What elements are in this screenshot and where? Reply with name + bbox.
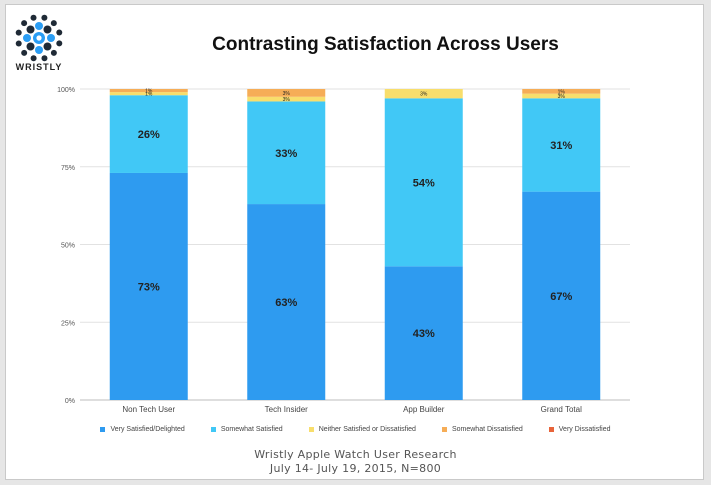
bar-segment bbox=[109, 89, 188, 93]
footer-date-sample: July 14- July 19, 2015, N=800 bbox=[269, 462, 442, 475]
x-tick-label: Tech Insider bbox=[265, 405, 308, 414]
data-label: 1% bbox=[145, 92, 153, 98]
bar-segment bbox=[247, 101, 326, 205]
bar-segment bbox=[522, 191, 601, 400]
bar-segment bbox=[247, 96, 326, 102]
bar-segment bbox=[384, 266, 463, 400]
wristly-logo-icon bbox=[15, 14, 63, 62]
bar-segment bbox=[109, 92, 188, 96]
legend-label: Very Satisfied/Delighted bbox=[110, 426, 185, 433]
bar-segment bbox=[109, 95, 188, 173]
legend-item: Neither Satisfied or Dissatisfied bbox=[308, 426, 416, 433]
x-tick-label: Non Tech User bbox=[122, 405, 175, 414]
y-tick-label: 0% bbox=[65, 398, 75, 405]
data-label: 54% bbox=[413, 177, 435, 189]
x-tick-label: Grand Total bbox=[541, 405, 582, 414]
bar-segment bbox=[109, 172, 188, 400]
chart-legend: Very Satisfied/Delighted Somewhat Satisfi… bbox=[0, 426, 711, 433]
data-label: 26% bbox=[138, 129, 160, 141]
legend-swatch bbox=[308, 427, 314, 432]
data-label: 3% bbox=[283, 91, 291, 97]
data-label: 31% bbox=[550, 140, 572, 152]
y-tick-label: 50% bbox=[61, 243, 75, 250]
legend-item: Very Dissatisfied bbox=[548, 426, 611, 433]
data-label: 1% bbox=[145, 89, 153, 95]
data-label: 73% bbox=[138, 281, 160, 293]
x-tick-label: App Builder bbox=[403, 405, 445, 414]
data-label: 3% bbox=[558, 94, 566, 100]
bar-segment bbox=[522, 98, 601, 192]
legend-swatch bbox=[100, 427, 106, 432]
legend-item: Very Satisfied/Delighted bbox=[100, 426, 185, 433]
bar-segment bbox=[522, 93, 601, 99]
legend-swatch bbox=[441, 427, 447, 432]
legend-item: Somewhat Dissatisfied bbox=[441, 426, 523, 433]
brand-name: WRISTLY bbox=[15, 62, 63, 72]
data-label: 67% bbox=[550, 291, 572, 303]
bar-segment bbox=[522, 89, 601, 94]
legend-label: Neither Satisfied or Dissatisfied bbox=[318, 426, 416, 433]
legend-label: Somewhat Satisfied bbox=[220, 426, 283, 433]
data-label: 1% bbox=[558, 89, 566, 95]
bar-segment bbox=[247, 89, 326, 97]
y-tick-label: 25% bbox=[61, 320, 75, 327]
bar-segment bbox=[384, 89, 463, 99]
chart-title: Contrasting Satisfaction Across Users bbox=[212, 34, 559, 55]
legend-swatch bbox=[210, 427, 216, 432]
bar-segment bbox=[384, 98, 463, 267]
legend-label: Very Dissatisfied bbox=[558, 426, 611, 433]
data-label: 63% bbox=[275, 297, 297, 309]
data-label: 43% bbox=[413, 328, 435, 340]
legend-item: Somewhat Satisfied bbox=[210, 426, 283, 433]
data-label: 3% bbox=[420, 92, 428, 98]
data-label: 3% bbox=[283, 97, 291, 103]
bar-segment bbox=[247, 204, 326, 400]
y-tick-label: 75% bbox=[61, 165, 75, 172]
y-tick-label: 100% bbox=[57, 87, 75, 94]
footer-source: Wristly Apple Watch User Research bbox=[254, 448, 457, 461]
legend-swatch bbox=[548, 427, 554, 432]
legend-label: Somewhat Dissatisfied bbox=[451, 426, 523, 433]
data-label: 33% bbox=[275, 148, 297, 160]
